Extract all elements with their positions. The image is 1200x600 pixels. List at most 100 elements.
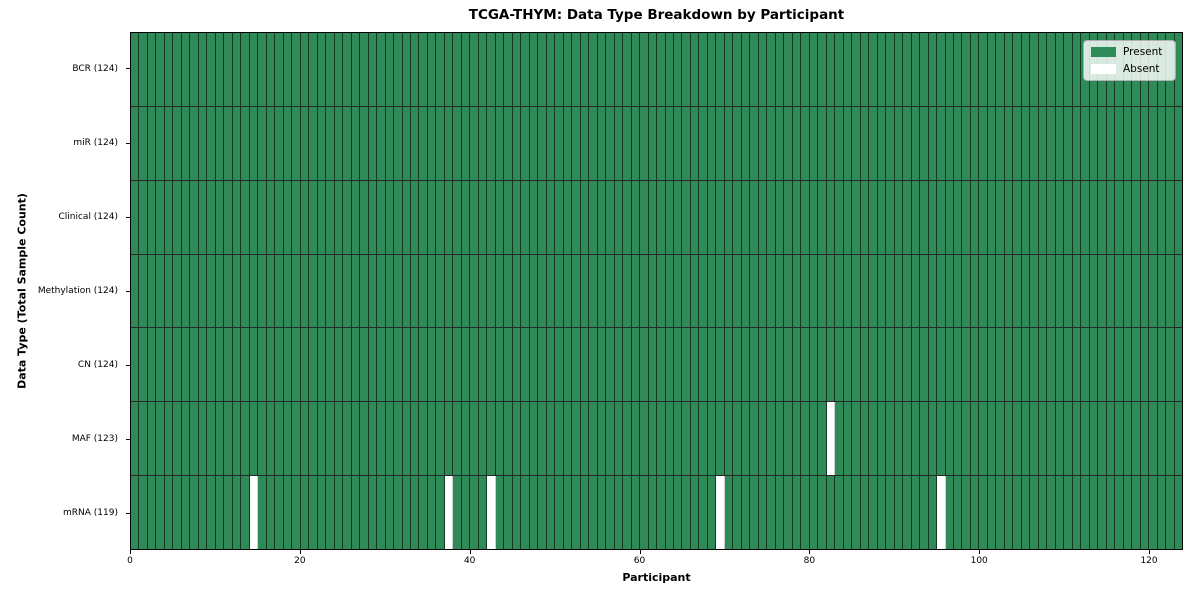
heatmap-cell [894, 180, 904, 254]
heatmap-cell [987, 402, 997, 476]
heatmap-cell [589, 328, 598, 402]
heatmap-cell [648, 254, 658, 328]
heatmap-cell [300, 254, 310, 328]
heatmap-cell [1021, 33, 1031, 106]
heatmap-cell [241, 328, 250, 402]
heatmap-cell [614, 402, 624, 476]
heatmap-cell [410, 254, 420, 328]
heatmap-cell [436, 476, 445, 550]
y-tick-label: Clinical (124) [58, 212, 118, 222]
heatmap-cell [1098, 106, 1107, 180]
heatmap-cell [580, 402, 590, 476]
heatmap-cell [809, 328, 819, 402]
heatmap-cell [139, 254, 148, 328]
heatmap-cell [190, 476, 199, 550]
heatmap-cell [1038, 328, 1048, 402]
heatmap-cell [937, 476, 946, 550]
heatmap-cell [444, 180, 454, 254]
heatmap-cell [775, 180, 785, 254]
heatmap-cell [343, 106, 352, 180]
heatmap-cell [504, 180, 513, 254]
heatmap-cell [716, 476, 725, 550]
heatmap-cell [903, 254, 912, 328]
heatmap-cell [300, 476, 310, 550]
heatmap-cell [835, 402, 844, 476]
heatmap-cell [1140, 254, 1150, 328]
heatmap-cell [623, 106, 632, 180]
heatmap-cell [360, 180, 369, 254]
heatmap-cell [707, 106, 717, 180]
heatmap-cell [309, 106, 318, 180]
heatmap-cell [869, 328, 878, 402]
heatmap-cell [156, 254, 165, 328]
heatmap-cell [1157, 476, 1167, 550]
heatmap-cell [792, 476, 802, 550]
heatmap-cell [877, 476, 887, 550]
heatmap-cell [987, 180, 997, 254]
heatmap-row [131, 328, 1183, 403]
heatmap-cell [640, 33, 649, 106]
heatmap-cell [962, 106, 971, 180]
heatmap-cell [809, 33, 819, 106]
heatmap-cell [512, 402, 522, 476]
heatmap-cell [835, 328, 844, 402]
heatmap-cell [580, 180, 590, 254]
x-tick-label: 40 [463, 556, 476, 566]
heatmap-cell [979, 33, 988, 106]
heatmap-cell [903, 476, 912, 550]
heatmap-cell [232, 180, 242, 254]
heatmap-cell [1081, 402, 1090, 476]
heatmap-cell [1004, 402, 1014, 476]
heatmap-cell [996, 33, 1005, 106]
heatmap-cell [945, 33, 954, 106]
heatmap-cell [173, 106, 182, 180]
heatmap-cell [937, 106, 946, 180]
heatmap-cell [580, 476, 590, 550]
heatmap-cell [920, 476, 929, 550]
heatmap-cell [1021, 402, 1031, 476]
heatmap-cell [181, 402, 191, 476]
heatmap-cell [996, 476, 1005, 550]
heatmap-cell [606, 476, 615, 550]
heatmap-cell [343, 402, 352, 476]
heatmap-cell [580, 254, 590, 328]
heatmap-cell [444, 328, 454, 402]
heatmap-cell [674, 476, 683, 550]
heatmap-cell [987, 254, 997, 328]
heatmap-cell [572, 33, 581, 106]
heatmap-cell [1038, 106, 1048, 180]
heatmap-cell [572, 254, 581, 328]
heatmap-cell [911, 180, 921, 254]
heatmap-cell [224, 33, 233, 106]
heatmap-cell [232, 328, 242, 402]
heatmap-cell [733, 254, 742, 328]
legend-label: Present [1123, 46, 1163, 58]
x-tick-mark [299, 550, 301, 554]
heatmap-cell [394, 254, 403, 328]
heatmap-cell [724, 254, 734, 328]
legend-label: Absent [1123, 63, 1160, 75]
heatmap-cell [1030, 254, 1039, 328]
heatmap-cell [351, 254, 361, 328]
heatmap-cell [410, 180, 420, 254]
heatmap-cell [665, 476, 674, 550]
heatmap-cell [147, 33, 157, 106]
heatmap-cell [792, 402, 802, 476]
x-tick-mark [809, 550, 811, 554]
y-tick-mark [126, 364, 130, 366]
heatmap-cell [682, 180, 691, 254]
heatmap-cell [1174, 106, 1183, 180]
heatmap-cell [394, 402, 403, 476]
heatmap-cell [427, 254, 437, 328]
heatmap-cell [1064, 254, 1073, 328]
heatmap-cell [699, 33, 708, 106]
heatmap-cell [1174, 476, 1183, 550]
heatmap-cell [173, 328, 182, 402]
heatmap-cell [190, 254, 199, 328]
heatmap-cell [555, 328, 564, 402]
heatmap-cell [241, 106, 250, 180]
heatmap-cell [1149, 476, 1158, 550]
y-tick-mark [126, 438, 130, 440]
heatmap-cell [181, 328, 191, 402]
heatmap-cell [996, 402, 1005, 476]
